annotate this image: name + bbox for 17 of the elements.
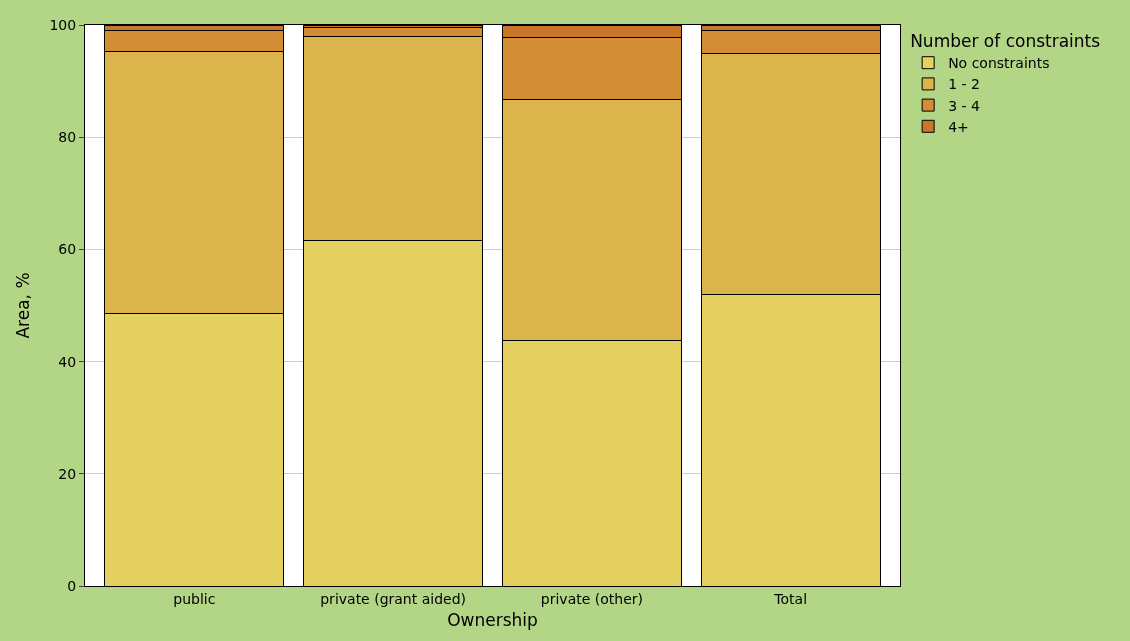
y-tick-label: 60 xyxy=(58,241,77,258)
legend-label: 1 - 2 xyxy=(948,76,980,93)
y-tick-label: 100 xyxy=(49,16,77,33)
x-tick-label: private (other) xyxy=(540,590,643,607)
legend-label: No constraints xyxy=(948,55,1050,72)
x-tick-label: private (grant aided) xyxy=(320,590,466,607)
x-tick-label: public xyxy=(173,590,216,607)
y-axis-title: Area, % xyxy=(13,272,34,339)
legend-label: 4+ xyxy=(948,118,969,135)
y-tick-label: 0 xyxy=(67,577,77,594)
legend-title: Number of constraints xyxy=(910,31,1101,52)
x-tick-label: Total xyxy=(773,590,808,607)
y-tick-label: 20 xyxy=(58,465,77,482)
x-axis-title: Ownership xyxy=(447,610,538,631)
y-tick-label: 40 xyxy=(58,353,77,370)
legend-label: 3 - 4 xyxy=(948,97,981,114)
y-tick-label: 80 xyxy=(58,129,77,146)
